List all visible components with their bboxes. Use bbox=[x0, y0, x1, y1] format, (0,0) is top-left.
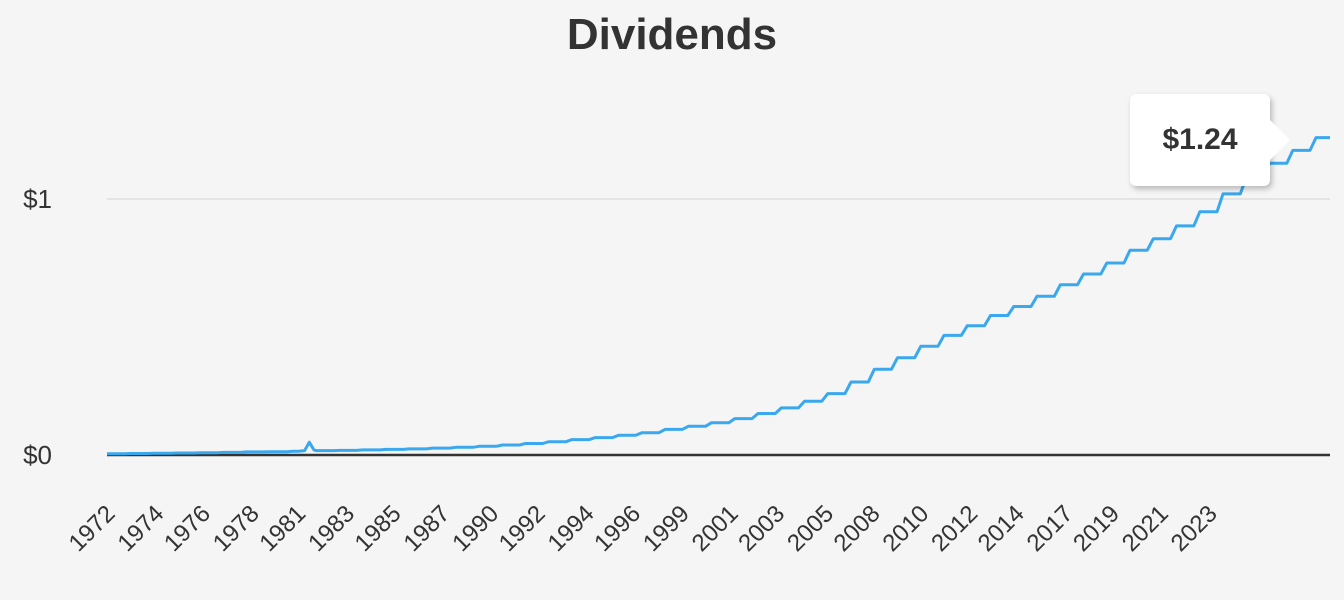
y-tick-label: $0 bbox=[23, 440, 52, 470]
x-tick-label: 2014 bbox=[973, 500, 1030, 557]
x-tick-label: 1983 bbox=[303, 500, 360, 557]
x-tick-label: 2023 bbox=[1166, 500, 1223, 557]
x-tick-label: 2003 bbox=[733, 500, 790, 557]
x-tick-label: 1990 bbox=[447, 500, 504, 557]
x-tick-label: 1996 bbox=[589, 500, 646, 557]
x-tick-label: 2021 bbox=[1117, 500, 1174, 557]
x-tick-label: 1972 bbox=[64, 500, 121, 557]
x-tick-label: 1985 bbox=[350, 500, 407, 557]
y-tick-label: $1 bbox=[23, 184, 52, 214]
x-tick-label: 2005 bbox=[782, 500, 839, 557]
x-tick-label: 1981 bbox=[254, 500, 311, 557]
x-tick-label: 1999 bbox=[638, 500, 695, 557]
x-tick-label: 1976 bbox=[159, 500, 216, 557]
x-tick-label: 2008 bbox=[829, 500, 886, 557]
x-tick-label: 1987 bbox=[399, 500, 456, 557]
dividend-series-line bbox=[107, 136, 1330, 456]
x-tick-label: 1974 bbox=[113, 500, 170, 557]
chart-title: Dividends bbox=[566, 10, 778, 59]
x-tick-label: 1992 bbox=[494, 500, 551, 557]
x-tick-label: 1994 bbox=[543, 500, 600, 557]
x-tick-label: 2010 bbox=[877, 500, 934, 557]
tooltip-value: $1.24 bbox=[1162, 123, 1238, 156]
x-tick-label: 2001 bbox=[687, 500, 744, 557]
x-tick-label: 2019 bbox=[1068, 500, 1125, 557]
value-tooltip: $1.24 bbox=[1130, 94, 1270, 186]
x-tick-label: 2012 bbox=[926, 500, 983, 557]
x-tick-label: 1978 bbox=[208, 500, 265, 557]
tooltip-pointer bbox=[1268, 118, 1290, 162]
x-tick-label: 2017 bbox=[1022, 500, 1079, 557]
